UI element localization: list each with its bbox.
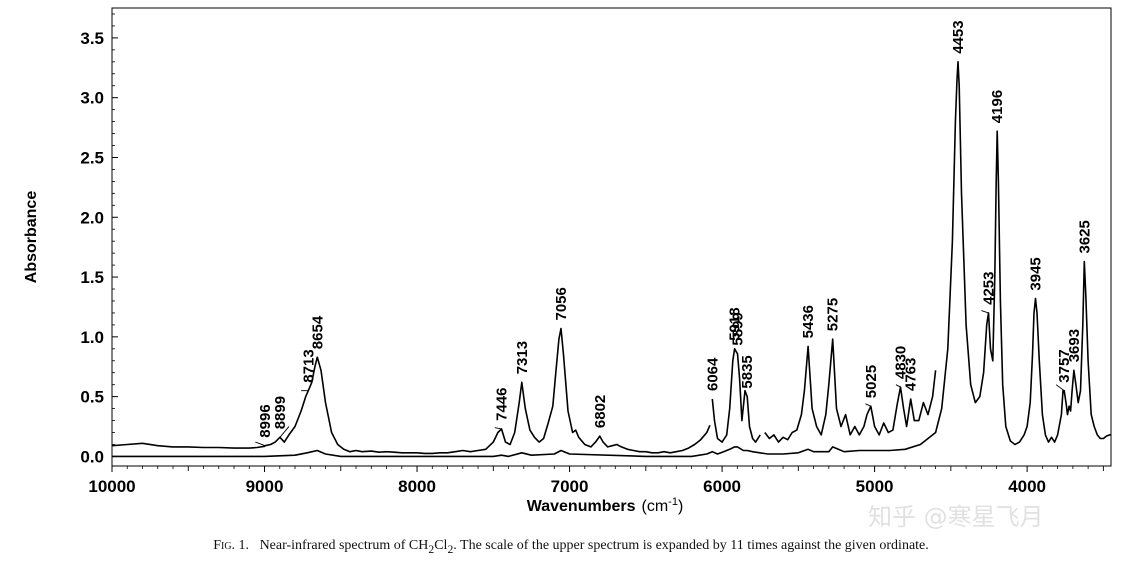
x-tick-label: 7000 bbox=[551, 477, 589, 496]
peak-label: 4453 bbox=[950, 20, 967, 53]
peak-label: 6802 bbox=[592, 395, 609, 428]
spectrum-line bbox=[111, 327, 711, 455]
peak-label: 7313 bbox=[514, 341, 531, 374]
peak-label: 4253 bbox=[981, 272, 998, 305]
peak-label: 5025 bbox=[863, 365, 880, 398]
peak-leader-line bbox=[981, 310, 989, 314]
peak-label: 5835 bbox=[739, 355, 756, 388]
peak-label: 5436 bbox=[800, 305, 817, 338]
x-tick-label: 10000 bbox=[88, 477, 135, 496]
x-tick-label: 9000 bbox=[246, 477, 284, 496]
y-tick-label: 0.0 bbox=[80, 447, 104, 466]
peak-leader-line bbox=[895, 384, 901, 388]
peak-leader-line bbox=[494, 427, 502, 430]
peak-label: 8713 bbox=[300, 349, 317, 382]
peak-label: 3693 bbox=[1066, 329, 1083, 362]
axis-ticks: 0.0 0.5 1.0 1.5 2.0 2.5 3.0 3.5 10000 9000 8000 700… bbox=[80, 13, 1104, 496]
x-tick-label: 4000 bbox=[1008, 477, 1046, 496]
peak-leader-line bbox=[865, 403, 871, 407]
peak-label: 6064 bbox=[704, 357, 721, 391]
caption-sub-1: 2 bbox=[428, 542, 435, 556]
y-tick-label: 1.0 bbox=[80, 328, 104, 347]
peak-label: 8899 bbox=[272, 396, 289, 429]
x-tick-label: 6000 bbox=[703, 477, 741, 496]
plot-frame bbox=[111, 7, 1112, 467]
x-axis-unit-sup: -1 bbox=[668, 496, 678, 508]
peak-label: 5899 bbox=[730, 312, 747, 345]
y-tick-label: 3.5 bbox=[80, 29, 104, 48]
y-axis-label: Absorbance bbox=[23, 191, 40, 284]
y-tick-label: 1.5 bbox=[80, 268, 104, 287]
peak-label: 3625 bbox=[1076, 220, 1093, 253]
x-axis-unit-open: (cm bbox=[642, 498, 669, 515]
peak-leader-line bbox=[255, 441, 266, 447]
y-tick-label: 2.5 bbox=[80, 148, 104, 167]
peak-label: 5918 bbox=[727, 307, 744, 340]
x-axis-unit-close: ) bbox=[678, 498, 683, 515]
peak-label: 4196 bbox=[989, 90, 1006, 123]
x-tick-label: 8000 bbox=[398, 477, 436, 496]
peak-label: 8996 bbox=[257, 404, 274, 437]
x-tick-label: 5000 bbox=[856, 477, 894, 496]
caption-fig-label: Fig. 1. bbox=[213, 538, 250, 553]
y-tick-label: 0.5 bbox=[80, 388, 104, 407]
x-axis-label: Wavenumbers (cm-1) bbox=[527, 496, 684, 515]
peak-label: 4830 bbox=[893, 346, 910, 379]
peak-leader-line bbox=[279, 426, 290, 438]
x-axis-label-name: Wavenumbers bbox=[527, 498, 636, 515]
peak-label: 7056 bbox=[553, 287, 570, 320]
spectrum-line bbox=[112, 61, 1111, 458]
spectrum-lines bbox=[111, 61, 1111, 458]
peak-leader-line bbox=[1055, 384, 1065, 392]
y-tick-label: 3.0 bbox=[80, 89, 104, 108]
caption-text-after: . The scale of the upper spectrum is exp… bbox=[453, 538, 929, 553]
peak-label: 3757 bbox=[1056, 349, 1073, 382]
caption-text-before: Near-infrared spectrum of CH bbox=[259, 538, 429, 553]
y-tick-label: 2.0 bbox=[80, 208, 104, 227]
spectrum-chart: 0.0 0.5 1.0 1.5 2.0 2.5 3.0 3.5 10000 9000 8000 700… bbox=[23, 7, 1112, 515]
peak-label: 7446 bbox=[494, 388, 511, 421]
peak-label: 5275 bbox=[825, 298, 842, 331]
figure-caption: Fig. 1. Near-infrared spectrum of CH2Cl2… bbox=[0, 538, 1142, 556]
spectrum-line bbox=[764, 338, 937, 443]
peak-label: 4763 bbox=[903, 358, 920, 391]
peak-label: 3945 bbox=[1028, 257, 1045, 290]
spectrum-line bbox=[711, 348, 761, 443]
caption-text-mid: Cl bbox=[434, 538, 448, 553]
caption-sub-2: 2 bbox=[447, 542, 454, 556]
peak-label: 8654 bbox=[309, 315, 326, 349]
